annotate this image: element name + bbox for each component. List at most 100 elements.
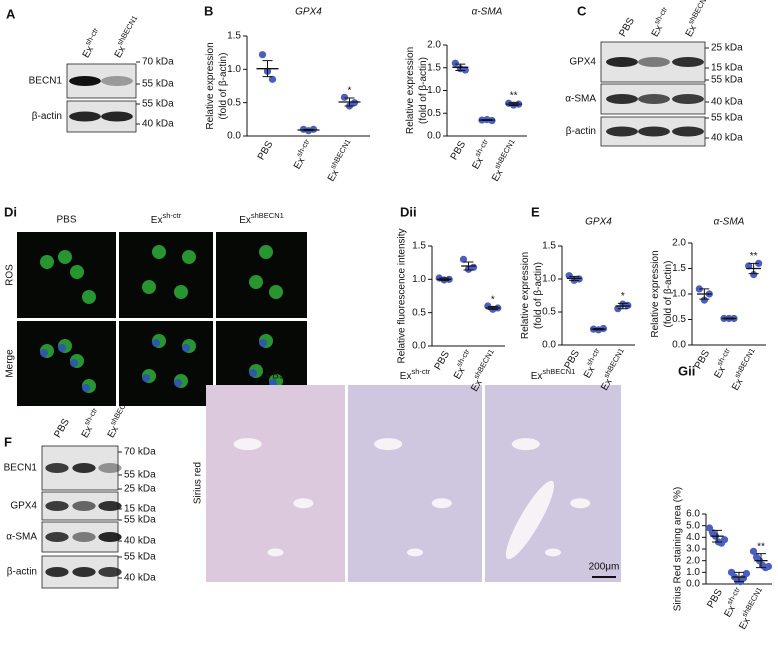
x-tick-label: PBS [433,349,453,372]
row-label: Merge [5,349,16,378]
chart-title: α-SMA [714,217,745,228]
x-tick-label: PBS [449,139,469,162]
panel-label: Dii [400,204,417,219]
x-tick-label-sup: shBECN1 [328,137,352,170]
micrograph [119,232,213,318]
error-bar [303,128,314,132]
data-point [742,569,751,578]
error-bar [748,262,759,275]
marker-label: 40 kDa [124,573,156,584]
marker-label: 40 kDa [711,133,743,144]
cell [58,250,72,264]
band [98,501,122,511]
band [638,57,670,67]
marker-label: 70 kDa [124,447,156,458]
band [606,94,638,104]
vessel [511,438,540,451]
y-tick-label: 1.0 [686,567,700,578]
band [69,111,101,122]
y-axis-label: Relative fluorescence intensity [397,228,408,363]
x-tick-label: Exsh-ctr [467,137,495,171]
chart-title: GPX4 [295,7,322,18]
nucleus [249,369,257,377]
y-tick-label: 1.5 [672,263,686,274]
cell [40,255,54,269]
column-label-base: Ex [400,371,412,382]
y-axis-label-line: (fold of β-actin) [418,57,429,124]
micrograph [216,232,307,318]
lane-label: Exsh-ctr [77,26,105,60]
data-point [268,75,277,83]
nucleus [142,374,150,382]
y-tick-label: 0.0 [672,340,686,351]
band [101,76,133,86]
marker-label: 55 kDa [124,470,156,481]
cell [142,280,156,294]
blot-row-label: α-SMA [565,94,596,105]
micrograph [119,321,213,406]
panel-label: Di [4,204,17,219]
band [672,126,704,137]
y-tick-label: 0.0 [542,340,556,351]
x-tick-label-base: Ex [599,377,614,393]
data-point [750,271,758,279]
y-tick-label: 2.0 [672,238,686,249]
x-tick-label-sup: shBECN1 [602,346,626,379]
lane-label-sup: shBECN1 [115,14,139,47]
x-tick-label-sup: sh-ctr [454,347,471,368]
y-tick-label: 0.5 [542,307,556,318]
column-label-sup: shBECN1 [251,211,284,220]
blot-row-label: GPX4 [569,57,596,68]
x-tick-label-base: Ex [722,604,737,620]
y-tick-label: 2.0 [427,40,441,51]
y-tick-label: 0.5 [672,314,686,325]
x-tick-label-base: Ex [292,156,307,172]
band [672,94,704,104]
x-tick-label-sup: sh-ctr [473,137,490,158]
x-tick-label: PBS [256,139,276,162]
data-point [624,301,632,309]
nucleus [70,359,78,367]
x-tick-label: ExshBECN1 [727,346,762,392]
column-label-base: Ex [151,215,163,226]
marker-label: 15 kDa [124,504,156,515]
chart-title: α-SMA [472,7,503,18]
lane-label-sup: sh-ctr [82,406,99,427]
x-tick-label-sup: shBECN1 [492,137,516,170]
band [98,567,122,577]
band [45,532,69,542]
column-label: ExshBECN1 [531,367,576,382]
error-bar [344,97,355,107]
y-tick-label: 1.0 [227,64,241,75]
column-label-base: Ex [531,371,543,382]
x-tick-label-sup: shBECN1 [732,346,756,379]
marker-label: 55 kDa [142,99,174,110]
y-tick-label: 1.5 [227,31,241,42]
column-label: PBS [56,215,76,226]
cell [182,250,196,264]
blot-row-label: BECN1 [29,76,63,87]
y-tick-label: 1.0 [542,274,556,285]
x-tick-label-base: Ex [469,378,484,394]
cell [174,285,188,299]
error-bar [482,119,492,122]
y-tick-label: 0.0 [686,579,700,590]
y-axis-label: Relative expression (fold of β-actin) [405,47,429,134]
x-tick-label-base: Ex [712,365,727,381]
significance: ** [510,90,518,101]
marker-label: 55 kDa [711,113,743,124]
lane-label-base: Ex [649,23,664,39]
x-tick-label: PBS [693,348,713,371]
column-label-sup: sh-ctr [162,211,181,220]
marker-label: 70 kDa [142,57,174,68]
y-tick-label: 4.0 [686,532,700,543]
lane-label: Exsh-ctr [646,5,674,39]
x-tick-label: PBS [563,348,583,371]
marker-label: 55 kDa [124,552,156,563]
y-tick-label: 1.5 [542,241,556,252]
error-bar [734,571,744,583]
x-tick-label-base: Ex [737,616,752,632]
data-point [755,259,763,267]
band [72,501,96,511]
